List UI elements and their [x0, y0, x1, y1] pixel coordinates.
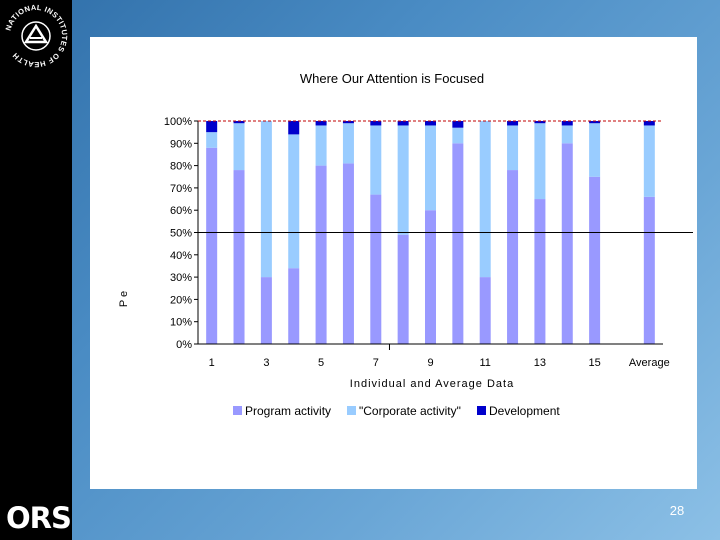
bar-development-14 [561, 121, 573, 126]
bar-corporate-17 [643, 125, 655, 197]
bar-corporate-7 [370, 125, 382, 195]
bar-corporate-6 [342, 123, 354, 164]
bar-corporate-9 [425, 125, 436, 211]
x-tick-label: 9 [427, 357, 433, 369]
bar-development-9 [425, 121, 436, 126]
bar-corporate-1 [206, 132, 218, 148]
bar-development-7 [370, 121, 382, 126]
legend-label-corporate: "Corporate activity" [359, 404, 461, 418]
bar-development-5 [315, 121, 327, 126]
bar-program-5 [315, 165, 327, 344]
bar-development-4 [288, 121, 300, 135]
bar-development-12 [507, 121, 519, 126]
y-tick-label: 70% [170, 183, 192, 195]
bar-corporate-15 [589, 123, 601, 177]
bar-program-7 [370, 194, 382, 344]
bar-corporate-10 [452, 127, 464, 144]
y-axis-label: P e [118, 291, 130, 307]
legend-swatch-development [477, 406, 486, 415]
svg-text:NATIONAL INSTITUTES OF HEALTH: NATIONAL INSTITUTES OF HEALTH [4, 3, 70, 69]
x-tick-label: 13 [534, 357, 546, 369]
bar-corporate-12 [507, 125, 519, 171]
bar-corporate-8 [397, 125, 409, 235]
x-tick-label: 3 [263, 357, 269, 369]
bar-corporate-3 [260, 121, 272, 278]
x-axis-label: Individual and Average Data [350, 378, 514, 390]
legend-swatch-program [233, 406, 242, 415]
y-tick-label: 80% [170, 161, 192, 173]
y-tick-label: 100% [164, 116, 192, 128]
y-tick-label: 50% [170, 228, 192, 240]
nih-seal-logo: NATIONAL INSTITUTES OF HEALTH [4, 3, 70, 69]
legend-label-program: Program activity [245, 404, 331, 418]
x-tick-label: 11 [479, 357, 490, 369]
legend-swatch-corporate [347, 406, 356, 415]
x-tick-label: 5 [318, 357, 324, 369]
bar-corporate-4 [288, 134, 300, 269]
bar-program-14 [561, 143, 573, 344]
bar-program-13 [534, 199, 546, 344]
bar-development-1 [206, 121, 218, 133]
ors-logo: ORS [6, 501, 72, 535]
bar-program-3 [260, 277, 272, 344]
bar-corporate-2 [233, 123, 245, 171]
bar-program-8 [397, 234, 409, 344]
bar-corporate-14 [561, 125, 573, 144]
y-tick-label: 60% [170, 205, 192, 217]
bar-development-15 [589, 121, 601, 124]
x-tick-label: 1 [209, 357, 215, 369]
bar-development-13 [534, 121, 546, 124]
bar-program-2 [233, 170, 245, 344]
x-tick-label: 15 [588, 357, 600, 369]
y-tick-label: 30% [170, 272, 192, 284]
bar-program-9 [425, 210, 436, 344]
chart-title: Where Our Attention is Focused [300, 71, 484, 86]
page-number: 28 [669, 503, 685, 518]
bar-development-17 [643, 121, 655, 126]
bar-program-17 [643, 196, 655, 344]
bar-development-8 [397, 121, 409, 126]
bar-corporate-5 [315, 125, 327, 166]
y-tick-label: 10% [170, 317, 192, 329]
chart-panel: Where Our Attention is Focused 0% 10% 20% 3… [90, 37, 697, 489]
bar-program-11 [479, 277, 491, 344]
bar-program-10 [452, 143, 464, 344]
x-tick-label: Average [629, 357, 670, 369]
y-tick-label: 20% [170, 294, 192, 306]
bar-development-10 [452, 121, 464, 128]
y-tick-label: 0% [176, 339, 192, 351]
bar-program-15 [589, 176, 601, 344]
bar-corporate-11 [479, 121, 491, 278]
x-tick-label: 7 [373, 357, 379, 369]
y-tick-label: 40% [170, 250, 192, 262]
bar-development-2 [233, 121, 245, 124]
bar-program-4 [288, 268, 300, 344]
bar-program-1 [206, 147, 218, 344]
stacked-bar-chart: Where Our Attention is Focused 0% 10% 20% 3… [118, 71, 693, 418]
legend-label-development: Development [489, 404, 560, 418]
bar-corporate-13 [534, 123, 546, 200]
y-tick-label: 90% [170, 138, 192, 150]
sidebar: NATIONAL INSTITUTES OF HEALTH ORS [0, 0, 72, 540]
bar-program-6 [342, 163, 354, 344]
bar-development-6 [342, 121, 354, 124]
bar-program-12 [507, 170, 519, 344]
